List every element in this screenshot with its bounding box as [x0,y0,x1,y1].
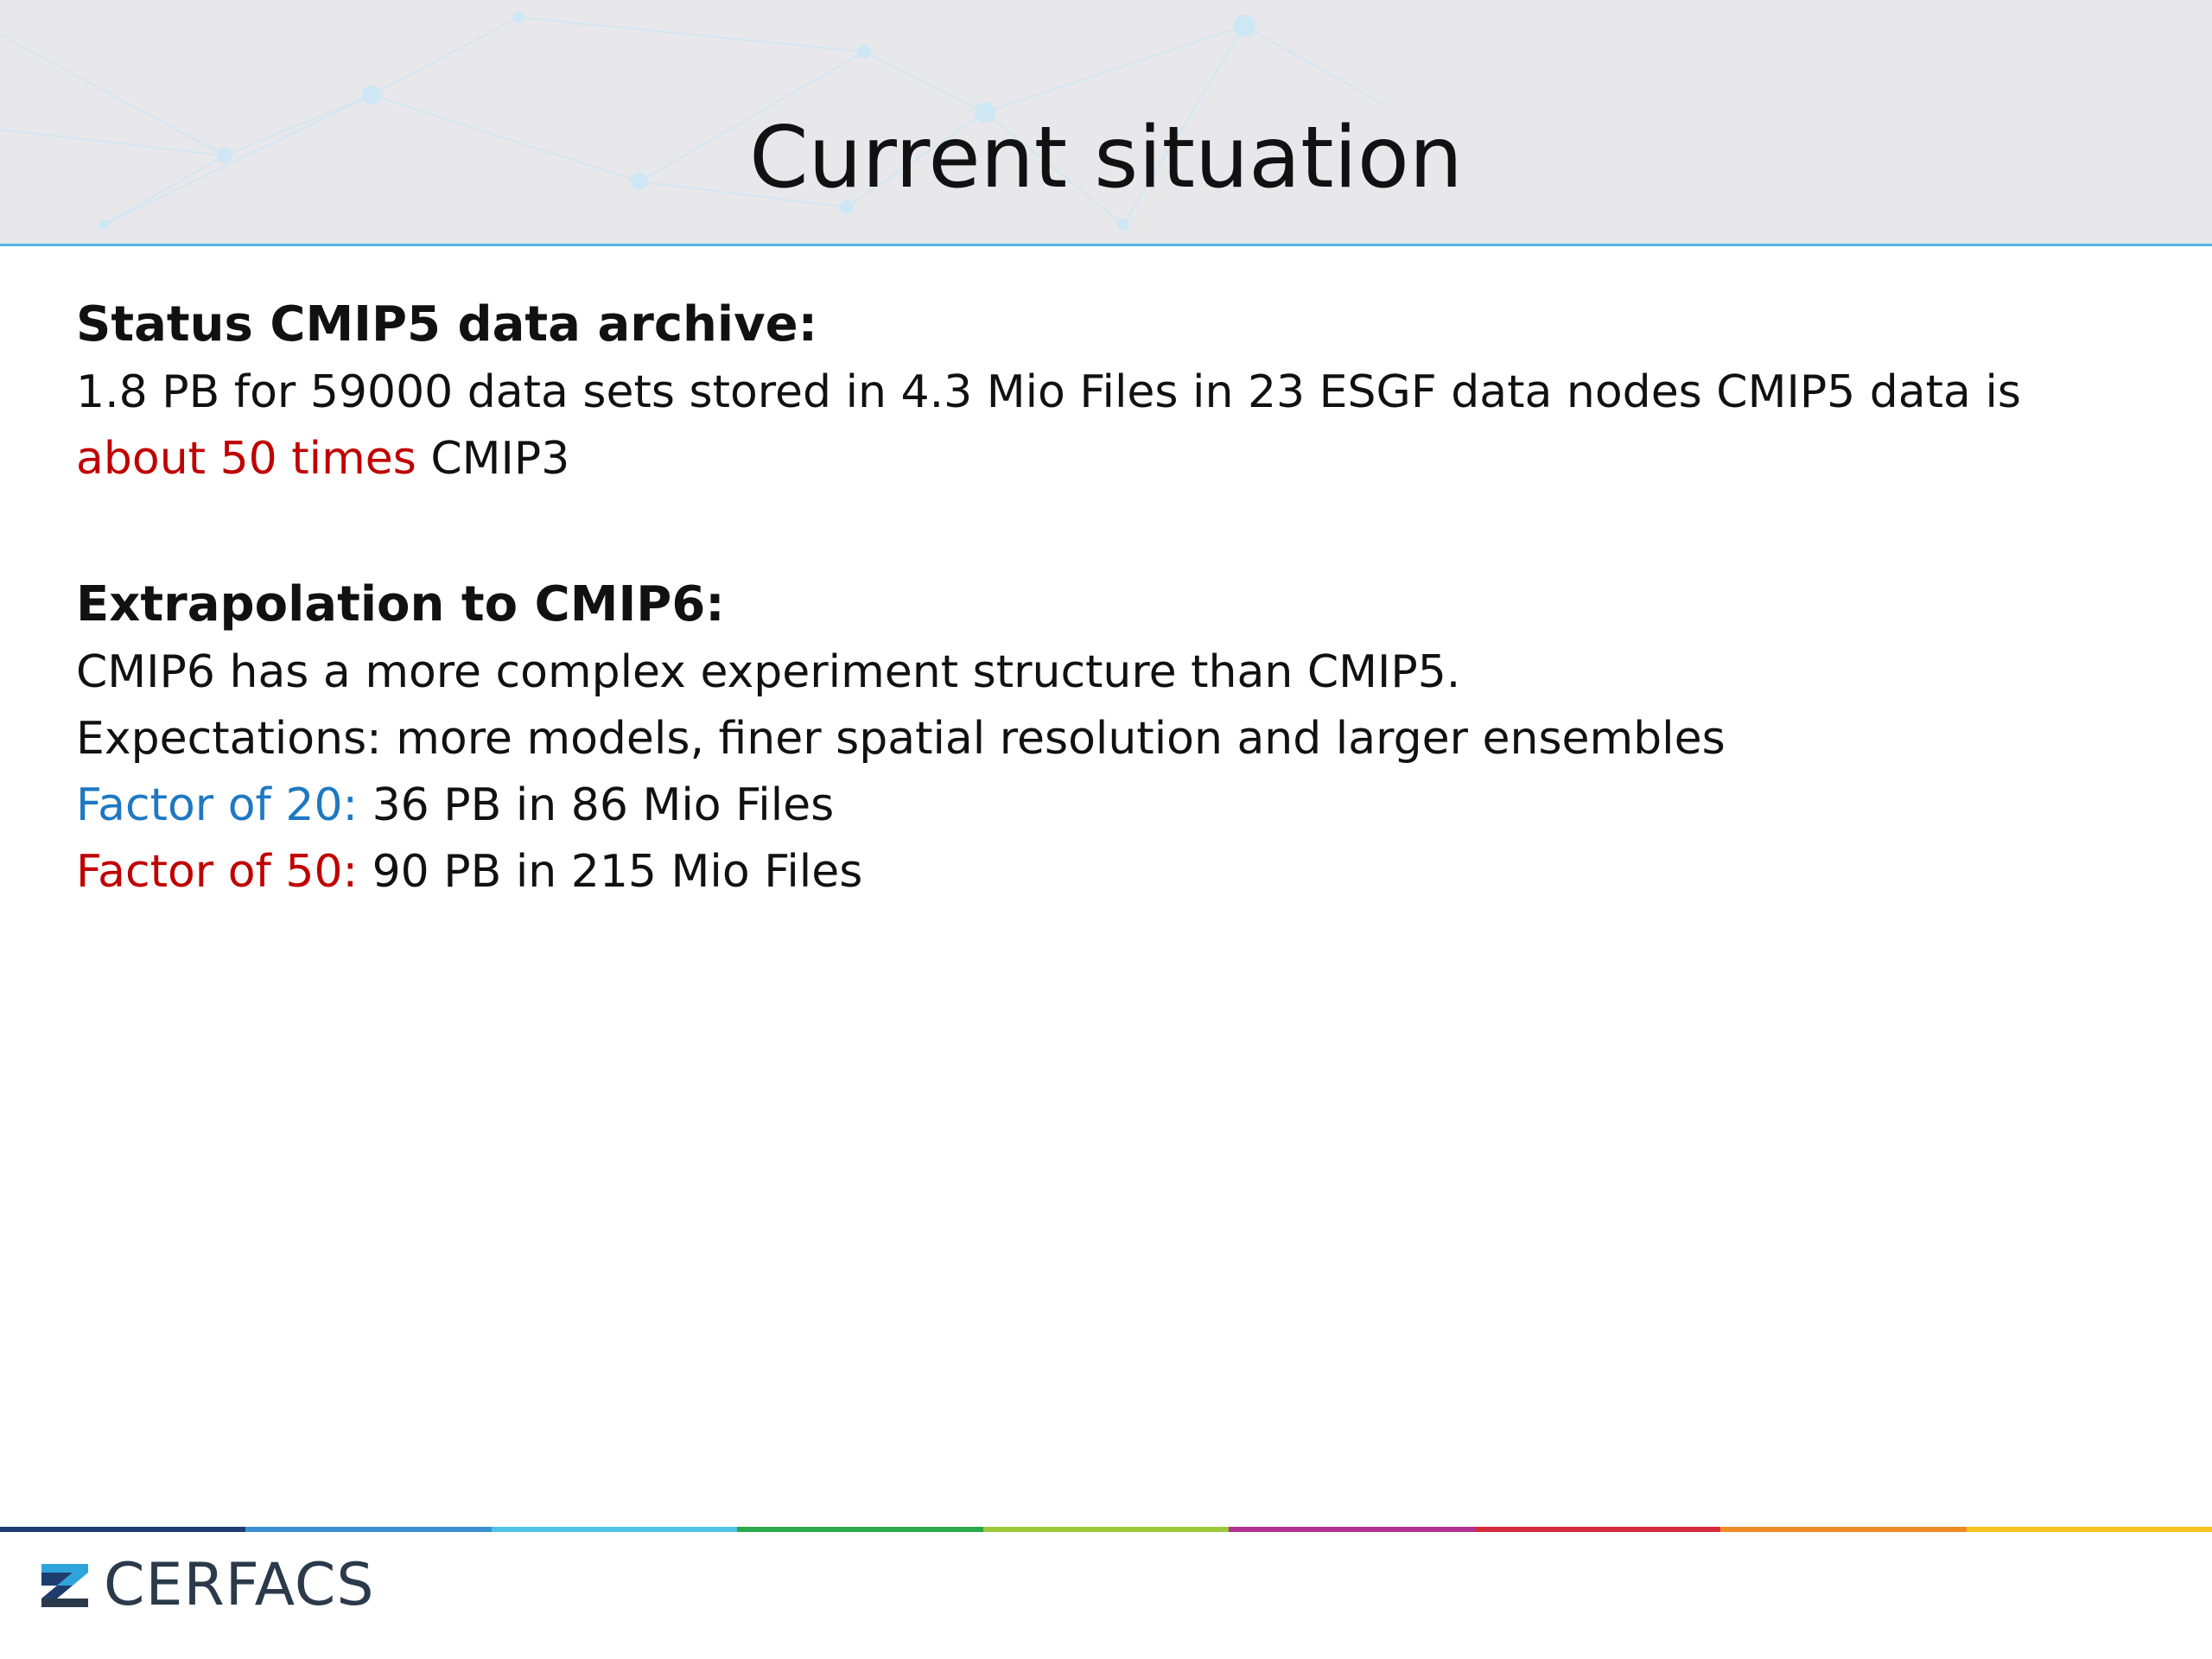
cmip6-structure-line: CMIP6 has a more complex experiment stru… [76,646,1461,698]
footer-color-segment [982,1527,1230,1532]
cerfacs-logo-icon [41,1564,88,1607]
cmip5-comparison-line: about 50 times CMIP3 [76,426,2150,493]
factor-50-label: Factor of 50: [76,846,359,898]
factor-20-line: Factor of 20: 36 PB in 86 Mio Files [76,772,2150,839]
footer-color-segment [1966,1527,2212,1532]
cerfacs-logo-text: CERFACS [104,1551,375,1619]
page-title-text: Current situation [749,109,1463,207]
slide-body: Status CMIP5 data archive: 1.8 PB for 59… [76,290,2150,906]
factor-50-value: 90 PB in 215 Mio Files [358,846,863,898]
footer-color-segment [0,1527,246,1532]
footer-color-segment [491,1527,738,1532]
network-pattern-decoration [0,11,1382,231]
highlight-about-50-times: about 50 times [76,433,416,485]
footer-color-segment [1229,1527,1475,1532]
section-spacer [76,493,2150,570]
footer-color-bar [0,1527,2212,1532]
footer-color-segment [737,1527,983,1532]
factor-50-line: Factor of 50: 90 PB in 215 Mio Files [76,839,2150,906]
cmip6-expectations-line: Expectations: more models, finer spatial… [76,713,1726,765]
slide-header: Current situation [0,0,2212,246]
factor-20-value: 36 PB in 86 Mio Files [358,779,835,831]
footer-color-segment [1720,1527,1967,1532]
cerfacs-logo: CERFACS [38,1555,375,1616]
factor-20-label: Factor of 20: [76,779,359,831]
cmip3-text: CMIP3 [416,433,570,485]
section-heading-cmip5: Status CMIP5 data archive: [76,296,817,353]
footer-color-segment [245,1527,492,1532]
page-title: Current situation [0,111,2212,206]
section-heading-cmip6: Extrapolation to CMIP6: [76,576,725,632]
cmip5-status-line: 1.8 PB for 59000 data sets stored in 4.3… [76,366,2021,418]
footer-color-segment [1474,1527,1721,1532]
